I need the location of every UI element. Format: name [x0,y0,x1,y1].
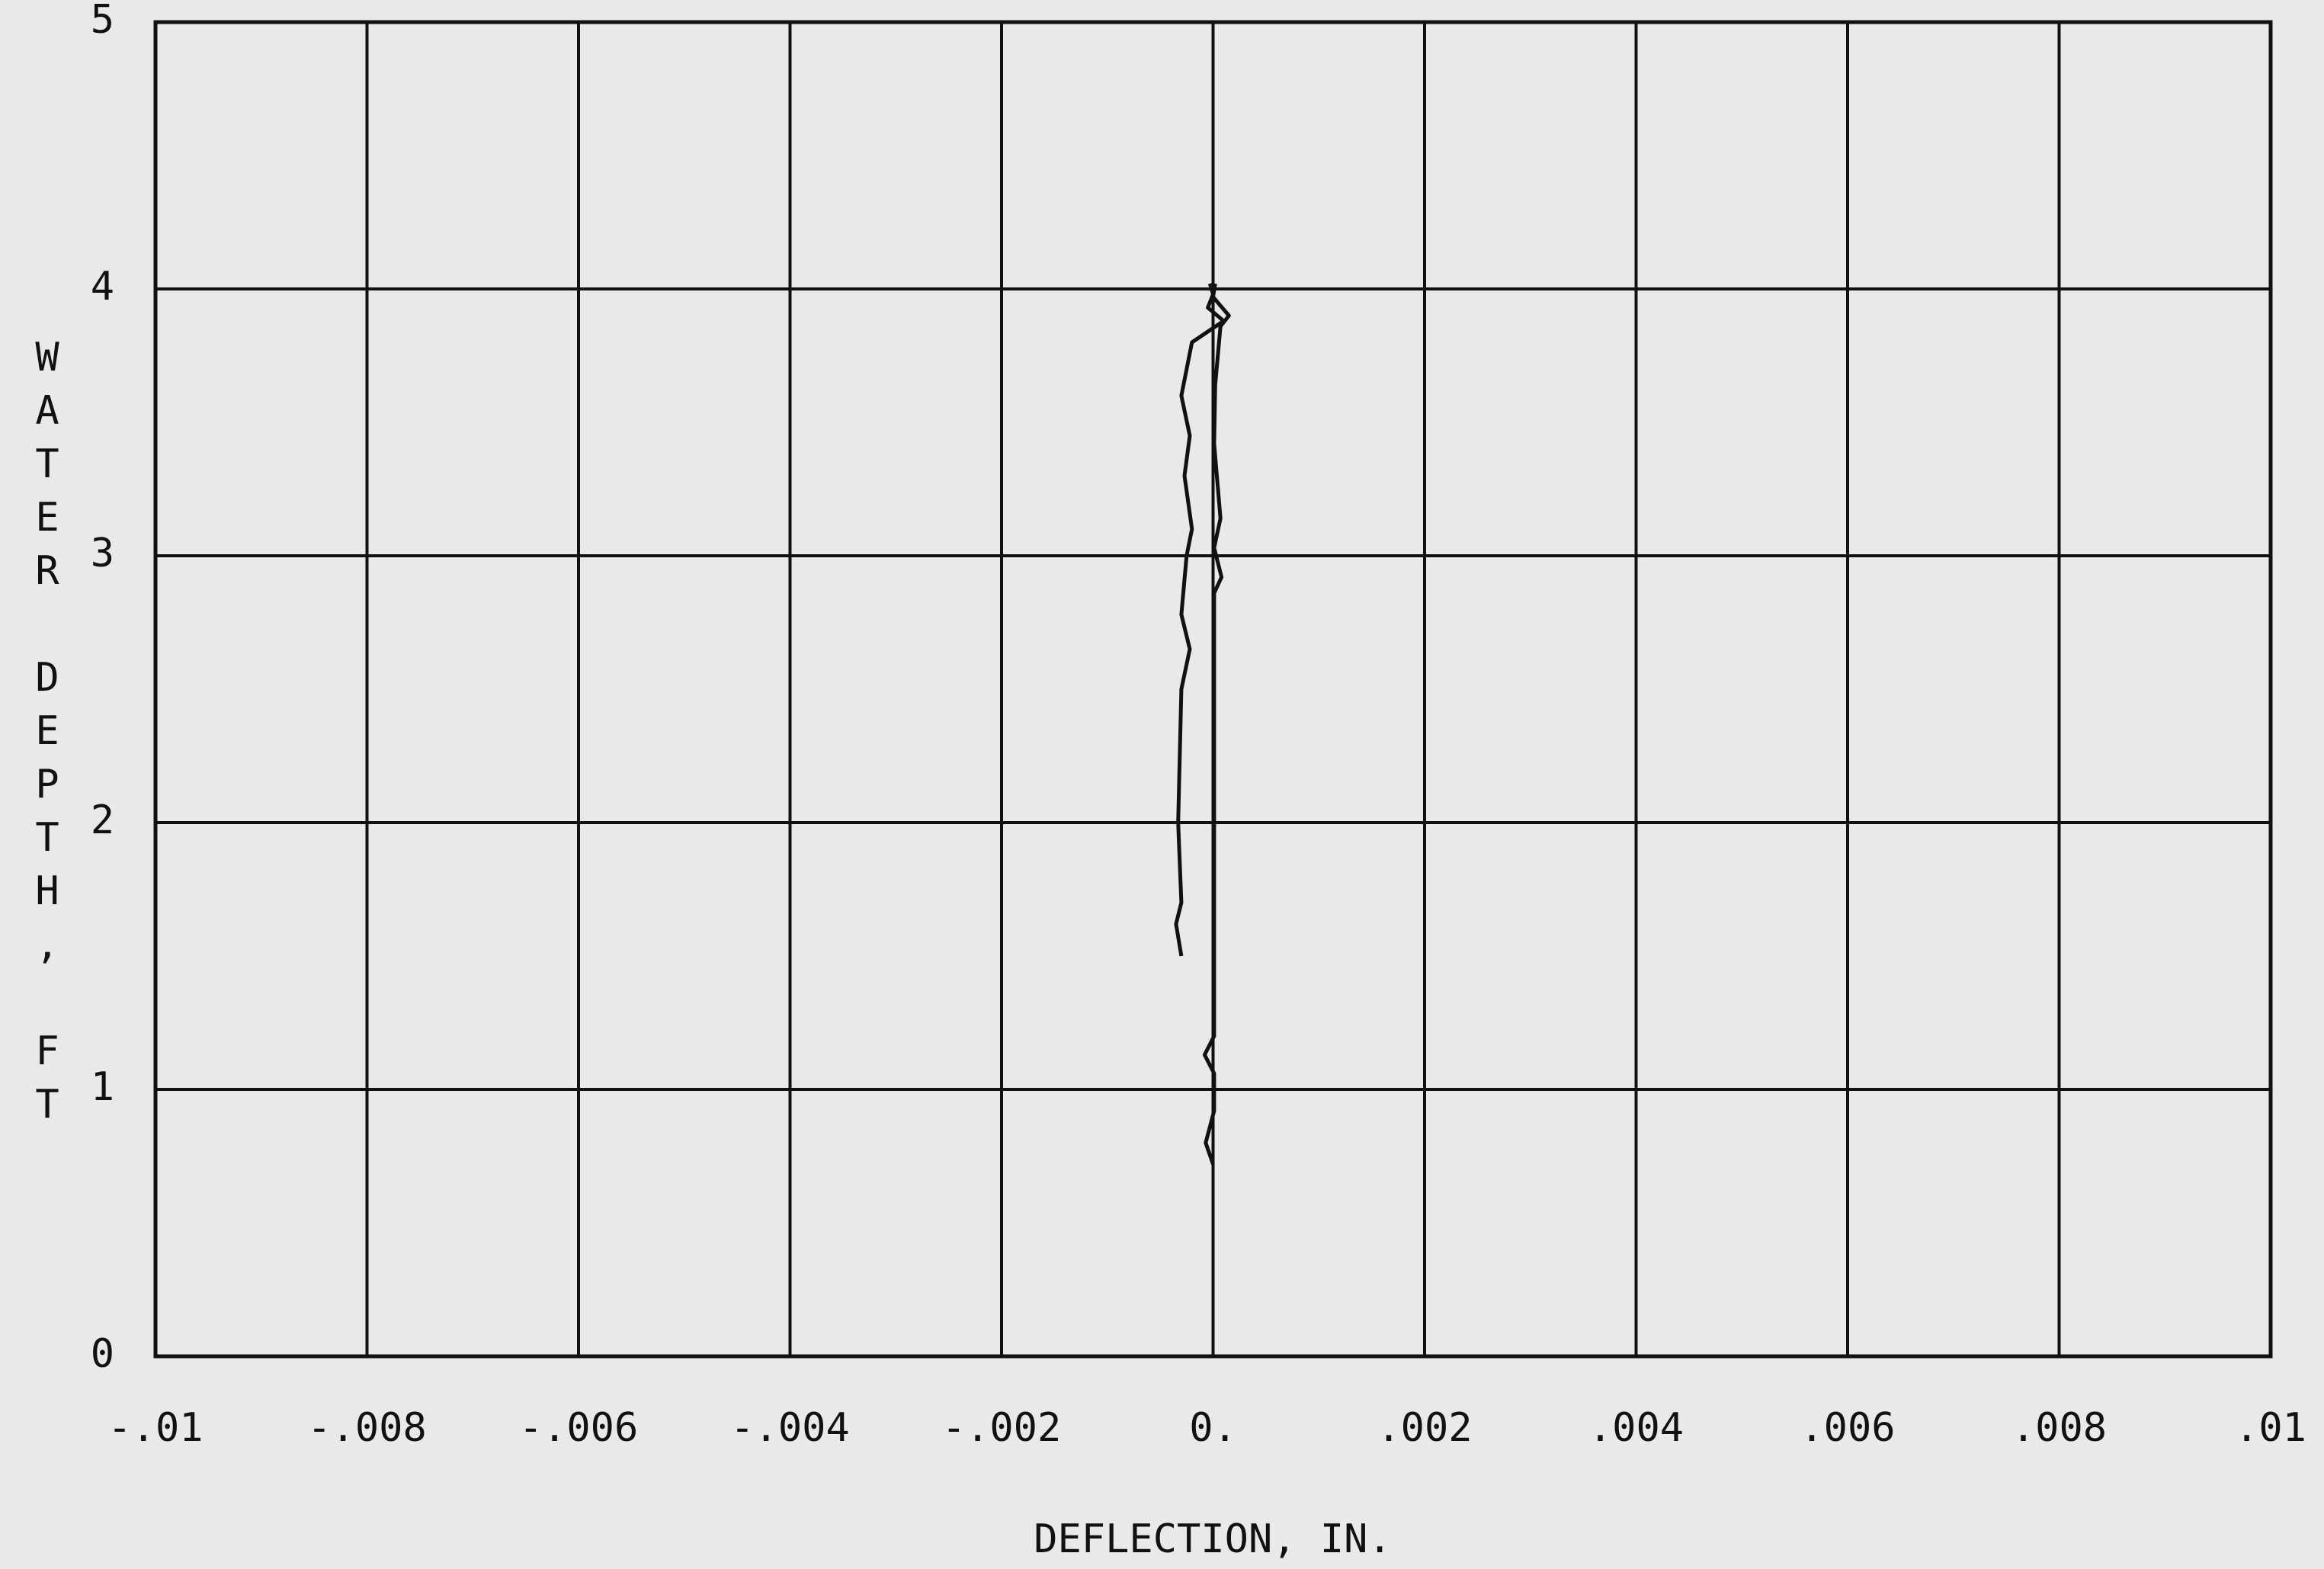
data-line [1174,283,1226,957]
x-tick-label: -.008 [307,1405,427,1451]
x-tick-label: .002 [1377,1405,1472,1451]
x-tick-label: 0. [1189,1405,1237,1451]
x-tick-label: .004 [1588,1405,1684,1451]
x-tick-label: .008 [2011,1405,2107,1451]
y-tick-label: 3 [91,531,114,576]
x-tick-label: .01 [2235,1405,2306,1451]
y-tick-label: 4 [91,264,114,310]
x-axis-label: DEFLECTION, IN. [1034,1516,1392,1562]
x-tick-label: -.002 [942,1405,1062,1451]
x-tick-label: -.004 [730,1405,850,1451]
y-tick-label: 1 [91,1064,114,1110]
x-tick-label: .006 [1800,1405,1895,1451]
plot-frame [153,20,2273,1359]
y-tick-label: 5 [91,0,114,43]
y-tick-label: 2 [91,797,114,843]
x-tick-label: -.006 [519,1405,639,1451]
y-tick-label: 0 [91,1331,114,1377]
data-line [1202,283,1231,1165]
x-tick-label: -.01 [107,1405,203,1451]
